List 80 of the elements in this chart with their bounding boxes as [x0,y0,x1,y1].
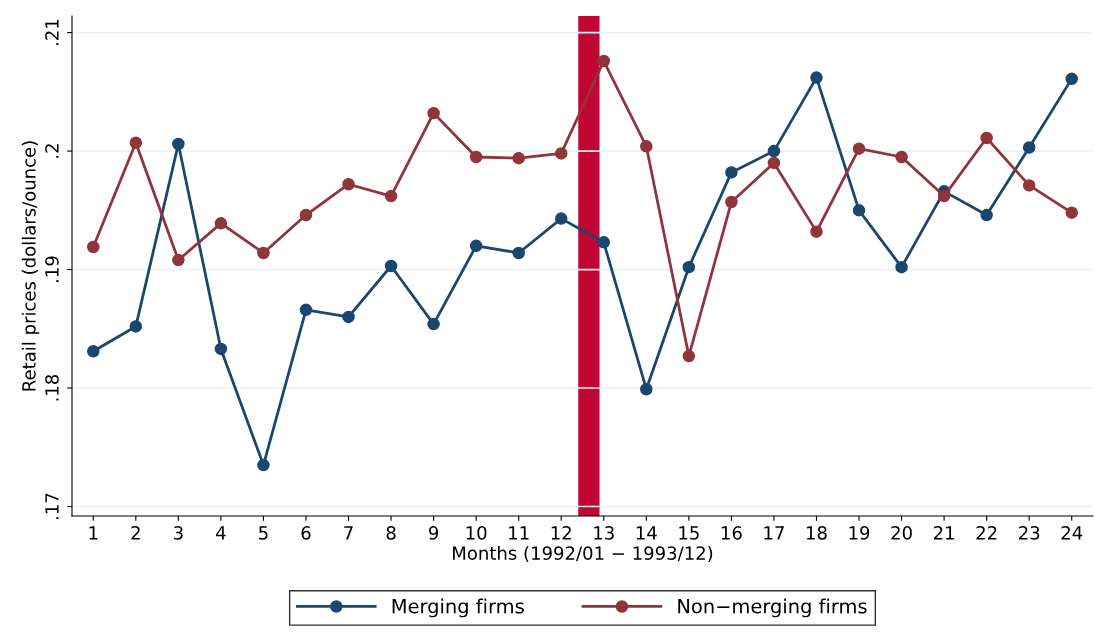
point [980,131,993,145]
x-tick-label: 24 [1061,526,1083,540]
point [810,71,823,84]
x-tick-label: 7 [344,526,353,540]
point [342,310,355,324]
x-tick-label: 3 [173,526,183,540]
x-tick-label: 17 [764,526,784,540]
point [852,204,866,217]
point [1065,72,1078,86]
x-tick-label: 18 [806,526,827,540]
point [87,345,100,358]
point [1065,206,1078,219]
point [640,140,653,153]
x-tick-label: 23 [1019,526,1040,540]
point [682,349,696,363]
point [172,253,185,267]
point [214,217,228,230]
point [1022,141,1036,154]
point [384,189,398,203]
x-tick-label: 9 [429,526,439,540]
point [597,54,611,68]
x-tick-label: 15 [679,526,699,540]
x-tick-label: 8 [386,526,396,540]
point [852,142,866,155]
y-tick-label: .18 [45,374,59,401]
point [384,259,398,273]
point [725,166,738,179]
point [129,320,143,333]
x-tick-label: 14 [636,526,657,540]
point [810,225,823,238]
point [257,246,270,260]
x-tick-label: 1 [89,526,98,540]
x-tick-label: 19 [849,526,870,540]
legend-label: Non−merging firms [678,598,867,618]
legend-label: Merging firms [392,598,524,618]
point [299,208,313,222]
point [640,382,653,396]
x-axis-title: Months (1992/01 − 1993/12) [453,545,713,563]
x-tick-label: 6 [301,526,311,540]
point [895,150,908,164]
point [512,246,525,260]
point [1022,179,1036,192]
point [895,260,908,274]
point [87,240,100,254]
point [257,458,270,472]
point [427,106,440,120]
x-tick-label: 12 [551,526,571,540]
x-tick-label: 10 [466,526,487,540]
point [597,236,611,249]
point [682,260,696,274]
point [342,177,355,191]
y-tick-label: .19 [45,256,59,282]
point [554,212,568,225]
point [172,137,185,151]
x-tick-label: 5 [259,526,268,540]
x-tick-label: 11 [509,526,529,540]
x-tick-label: 13 [594,526,614,540]
point [767,156,781,170]
x-tick-label: 2 [131,526,140,540]
point [980,208,993,222]
y-tick-label: .21 [45,19,59,46]
point [937,189,951,203]
point [469,239,483,253]
y-tick-label: .2 [45,144,59,158]
point [767,144,781,158]
y-axis-title: Retail prices (dollars/ounce) [21,141,40,391]
x-tick-label: 4 [216,526,226,540]
point [427,317,440,331]
point [554,147,568,160]
x-tick-label: 16 [721,526,742,540]
point [512,151,525,165]
x-tick-label: 22 [976,526,997,540]
point [469,150,483,164]
point [214,342,228,356]
point [725,195,738,209]
point [299,303,313,317]
x-tick-label: 20 [891,526,912,540]
x-tick-label: 21 [933,526,954,540]
y-tick-label: .17 [45,493,59,519]
point [129,136,143,150]
